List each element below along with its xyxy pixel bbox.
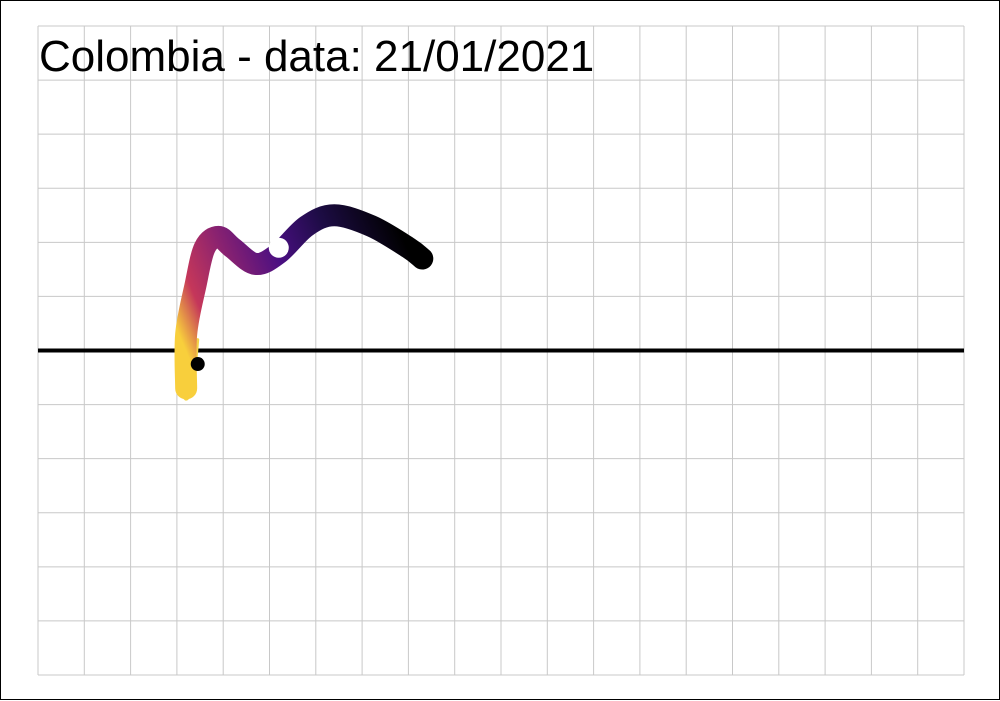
markers	[190, 237, 289, 372]
chart-title: Colombia - data: 21/01/2021	[39, 32, 594, 81]
trajectory-line	[174, 204, 434, 400]
start-marker	[190, 357, 205, 372]
current-marker	[268, 237, 289, 258]
